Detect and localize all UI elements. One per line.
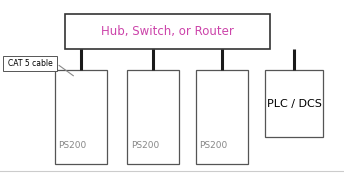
Bar (196, 70, 248, 164)
Bar (127, 70, 179, 164)
Bar (3, 56, 57, 71)
Bar (265, 70, 323, 137)
Text: PS200: PS200 (58, 141, 87, 150)
Text: Hub, Switch, or Router: Hub, Switch, or Router (101, 25, 234, 38)
Text: PLC / DCS: PLC / DCS (267, 99, 322, 109)
Text: PS200: PS200 (200, 141, 228, 150)
Text: PS200: PS200 (131, 141, 159, 150)
Text: CAT 5 cable: CAT 5 cable (8, 59, 53, 68)
Bar (55, 70, 107, 164)
Bar (65, 14, 270, 49)
